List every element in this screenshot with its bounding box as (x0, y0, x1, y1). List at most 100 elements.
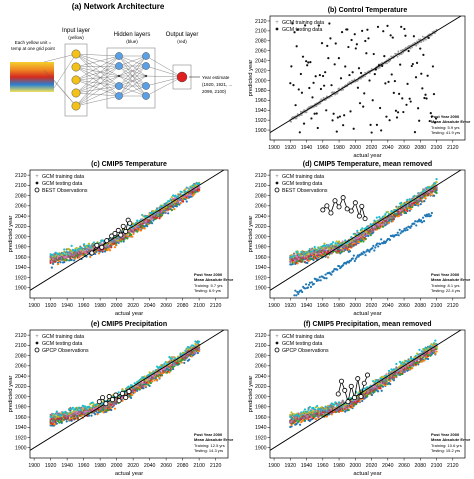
testing-point (309, 61, 312, 64)
model-point (180, 190, 183, 194)
outlier-model-point (404, 229, 407, 232)
x-tick-label: 1940 (301, 145, 313, 151)
model-point (170, 357, 173, 360)
model-point (326, 256, 330, 259)
model-point (133, 391, 136, 394)
testing-point (315, 112, 318, 115)
model-point (369, 234, 372, 237)
y-tick-label: 2120 (255, 19, 267, 25)
testing-point (305, 60, 308, 63)
testing-point (368, 79, 371, 82)
training-point (411, 46, 414, 49)
model-point (76, 408, 79, 412)
outlier-model-point (342, 264, 345, 267)
testing-point (434, 117, 438, 120)
model-point (179, 201, 182, 205)
y-tick-label: 1940 (255, 108, 267, 114)
model-point (146, 225, 149, 228)
testing-point (352, 127, 355, 130)
model-point (65, 258, 68, 261)
model-point (61, 252, 65, 255)
outlier-model-point (297, 292, 300, 295)
x-tick-label: 2100 (193, 463, 205, 469)
observation-point (324, 203, 330, 209)
observation-point (120, 223, 126, 229)
model-point (181, 200, 185, 203)
model-point (356, 229, 359, 232)
model-point (56, 262, 60, 266)
model-point (143, 375, 146, 378)
model-point (55, 410, 58, 413)
model-point (54, 420, 57, 423)
testing-point (334, 42, 337, 45)
model-point (55, 422, 58, 425)
y-tick-label: 2000 (15, 234, 27, 240)
model-point (120, 240, 123, 243)
testing-point (317, 24, 320, 27)
model-point (155, 378, 159, 381)
testing-point (300, 91, 304, 94)
model-point (306, 253, 309, 256)
model-point (129, 396, 133, 400)
model-point (154, 376, 157, 379)
outlier-model-point (368, 250, 371, 253)
input-node (71, 101, 81, 111)
legend-label: GCM testing data (282, 181, 322, 187)
y-tick-label: 1960 (255, 255, 267, 261)
model-point (307, 418, 310, 421)
observation-point (100, 395, 106, 401)
model-point (91, 401, 94, 404)
legend-label: BEST Observations (282, 188, 328, 194)
testing-point (327, 56, 330, 60)
x-tick-label: 2120 (210, 463, 222, 469)
model-point (113, 407, 117, 410)
x-tick-label: 2120 (447, 145, 459, 151)
output-text-line-2: (1920, 1921, ... (202, 82, 232, 87)
observation-point (328, 210, 334, 216)
model-point (323, 252, 326, 256)
model-point (149, 381, 152, 385)
panel-a-title: (a) Network Architecture (72, 2, 165, 11)
model-point (392, 217, 396, 220)
model-point (107, 247, 110, 250)
observation-point (352, 200, 358, 206)
model-point (85, 407, 88, 410)
model-point (144, 385, 148, 388)
model-point (198, 188, 201, 191)
outlier-model-point (422, 220, 426, 223)
error-note-line: Training: 12.5 yrs (194, 443, 225, 448)
testing-point (346, 28, 349, 31)
y-tick-label: 2060 (15, 204, 27, 210)
testing-point (296, 28, 299, 31)
testing-point (418, 119, 421, 122)
training-point (397, 50, 400, 53)
x-tick-label: 2060 (398, 303, 410, 309)
model-point (131, 235, 134, 238)
model-point (435, 178, 438, 181)
outlier-model-point (294, 289, 297, 292)
x-tick-label: 1940 (301, 303, 313, 309)
legend-marker-train: + (35, 334, 39, 340)
observation-point (89, 250, 95, 256)
observation-point (127, 220, 133, 226)
model-point (298, 423, 302, 426)
x-tick-label: 1920 (45, 463, 57, 469)
model-point (289, 413, 292, 416)
model-point (386, 210, 389, 213)
model-point (367, 234, 370, 238)
outlier-model-point (352, 254, 355, 257)
model-point (424, 197, 427, 200)
outlier-model-point (308, 281, 312, 284)
testing-point (425, 97, 428, 100)
legend-label: GCM training data (42, 334, 84, 340)
model-point (168, 371, 171, 374)
y-tick-label: 1900 (255, 128, 267, 134)
model-point (306, 261, 309, 264)
testing-point (383, 55, 386, 58)
x-tick-label: 1960 (78, 303, 90, 309)
model-point (290, 411, 293, 414)
testing-point (422, 53, 425, 56)
model-point (314, 418, 318, 421)
legend-marker-train: + (275, 174, 279, 180)
